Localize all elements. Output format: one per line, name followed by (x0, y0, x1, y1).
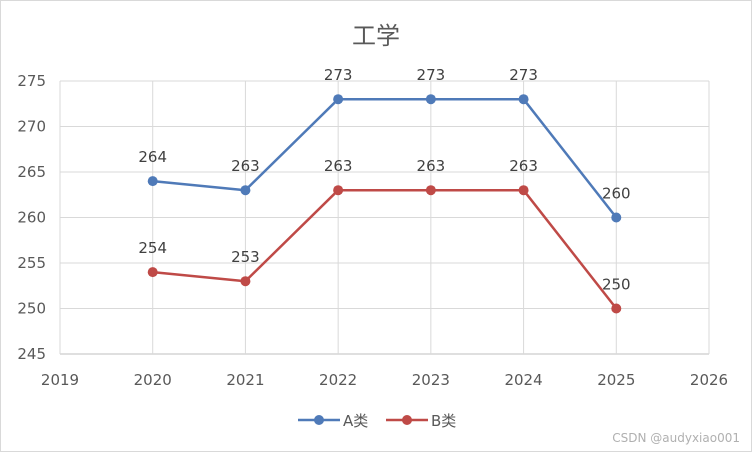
legend-marker (314, 415, 324, 425)
data-point (240, 185, 251, 196)
legend-item: B类 (386, 412, 456, 430)
legend: A类 B类 (298, 412, 456, 430)
legend-label: A类 (343, 412, 368, 430)
data-point (425, 185, 436, 196)
series-line (152, 188, 618, 310)
grid-lines (59, 80, 710, 355)
data-point (333, 185, 344, 196)
data-label: 254 (138, 239, 167, 257)
data-label: 253 (231, 248, 260, 266)
chart-title: 工学 (352, 22, 400, 50)
x-tick-label: 2020 (134, 371, 172, 389)
series-2: 254 253 263 263 263 250 (138, 157, 631, 314)
x-tick-label: 2026 (690, 371, 728, 389)
y-tick-label: 245 (17, 345, 46, 363)
legend-marker (402, 415, 412, 425)
data-label: 260 (602, 185, 631, 203)
y-tick-label: 260 (17, 209, 46, 227)
data-point (518, 94, 529, 105)
data-label: 273 (324, 66, 353, 84)
x-tick-label: 2023 (412, 371, 450, 389)
y-tick-label: 265 (17, 163, 46, 181)
legend-item: A类 (298, 412, 368, 430)
data-label: 264 (138, 148, 167, 166)
y-tick-label: 250 (17, 300, 46, 318)
data-point (518, 185, 529, 196)
data-point (611, 212, 622, 223)
data-point (147, 267, 158, 278)
data-point (425, 94, 436, 105)
series-line (152, 97, 618, 219)
data-label: 263 (509, 157, 538, 175)
x-tick-label: 2024 (504, 371, 542, 389)
legend-label: B类 (431, 412, 456, 430)
data-label: 273 (417, 66, 446, 84)
y-tick-label: 255 (17, 254, 46, 272)
data-label: 263 (417, 157, 446, 175)
data-label: 250 (602, 276, 631, 294)
data-point (147, 176, 158, 187)
x-tick-label: 2022 (319, 371, 357, 389)
y-tick-label: 270 (17, 118, 46, 136)
data-point (611, 303, 622, 314)
data-label: 263 (231, 157, 260, 175)
data-label: 273 (509, 66, 538, 84)
x-tick-label: 2019 (41, 371, 79, 389)
x-axis-ticks: 2019 2020 2021 2022 2023 2024 2025 2026 (41, 371, 728, 389)
data-point (240, 276, 251, 287)
data-label: 263 (324, 157, 353, 175)
x-tick-label: 2025 (597, 371, 635, 389)
x-tick-label: 2021 (226, 371, 264, 389)
data-point (333, 94, 344, 105)
y-axis-ticks: 245 250 255 260 265 270 275 (17, 72, 46, 363)
watermark-text: CSDN @audyxiao001 (612, 431, 740, 445)
series-group: 264 263 273 273 273 260 254 253 263 263 263 250 (138, 66, 631, 314)
y-tick-label: 275 (17, 72, 46, 90)
series-1: 264 263 273 273 273 260 (138, 66, 631, 223)
